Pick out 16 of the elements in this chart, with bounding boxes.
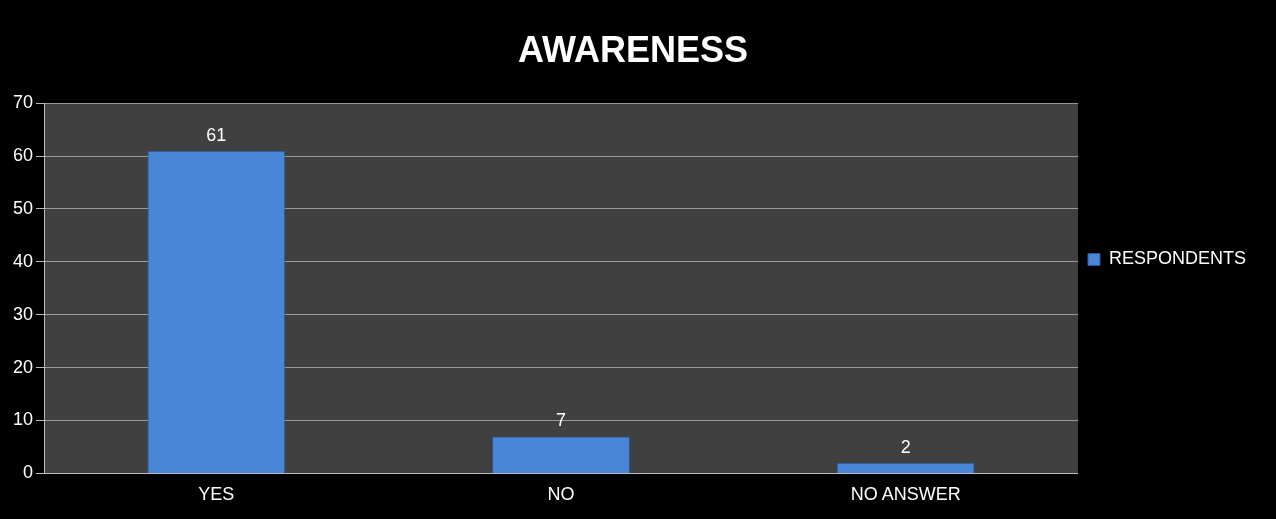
- chart-title: AWARENESS: [517, 28, 749, 70]
- x-tick-label: NO: [547, 484, 575, 505]
- y-tick-label: 40: [12, 250, 34, 271]
- data-label: 2: [900, 436, 911, 457]
- y-tick-label: 30: [12, 303, 34, 324]
- data-label: 61: [206, 124, 227, 145]
- y-tick-label: 70: [12, 92, 34, 113]
- legend-label: RESPONDENTS: [1108, 248, 1247, 269]
- y-tick-label: 0: [23, 462, 34, 483]
- y-tick-label: 10: [12, 409, 34, 430]
- data-label: 7: [555, 410, 567, 431]
- y-tick-label: 50: [12, 197, 34, 218]
- x-tick-label: NO ANSWER: [850, 484, 961, 505]
- y-tick-label: 20: [12, 356, 34, 377]
- x-tick-label: YES: [198, 484, 235, 505]
- y-tick-label: 60: [12, 145, 34, 166]
